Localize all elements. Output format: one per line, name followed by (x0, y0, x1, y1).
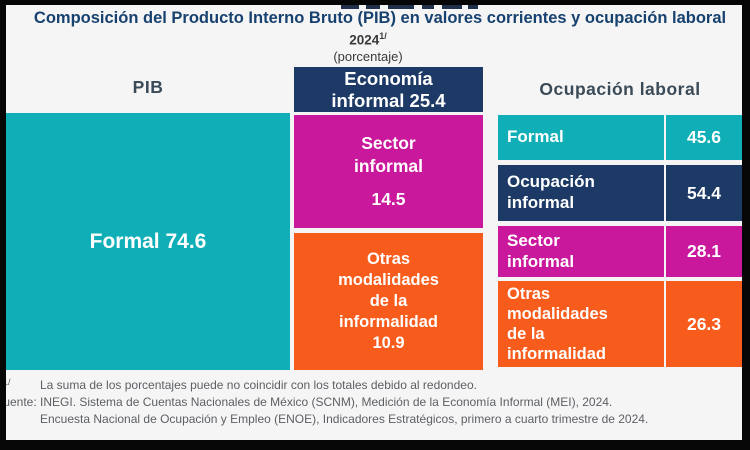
letterbox-right-bar (742, 0, 750, 450)
row-value: 54.4 (686, 182, 722, 203)
year-text: 2024 (349, 32, 380, 48)
table-row-sector-informal: Sector informal 28.1 (498, 226, 742, 277)
letterbox-bottom-bar (0, 440, 750, 450)
letterbox-left-bar (0, 0, 6, 450)
clipped-caption-fragment (468, 4, 478, 9)
footnote-source-line2: Encuesta Nacional de Ocupación y Empleo … (40, 412, 649, 426)
chart-subtitle: 20241/ (porcentaje) (268, 31, 468, 64)
subtitle-unit: (porcentaje) (333, 48, 403, 64)
footnote-superscript: 1/ (379, 31, 387, 41)
letterbox-top-bar (0, 0, 750, 5)
clipped-caption-fragment (366, 4, 380, 9)
row-label: Otras modalidades de la informalidad (498, 281, 666, 367)
footnote-marker: 1/ (3, 377, 11, 387)
row-label: Sector informal (498, 226, 666, 277)
subtitle-year: 20241/ (268, 31, 468, 48)
footnote-rounding: La suma de los porcentajes puede no coin… (40, 378, 477, 392)
segment-label: Sector informal (353, 133, 424, 177)
row-value: 28.1 (686, 241, 722, 261)
clipped-caption-fragment (341, 4, 359, 9)
clipped-caption-fragment (388, 4, 414, 9)
clipped-caption-fragment (442, 4, 462, 9)
table-row-ocupacion-informal: Ocupación informal 54.4 (498, 165, 742, 221)
pib-otras-modalidades-segment: Otras modalidades de la informalidad 10.… (294, 233, 483, 370)
segment-value: 14.5 (371, 188, 406, 209)
pib-economia-informal-segment: Economía informal 25.4 (294, 67, 483, 112)
table-row-otras-modalidades: Otras modalidades de la informalidad 26.… (498, 281, 742, 367)
pib-sector-informal-segment: Sector informal 14.5 (294, 115, 483, 228)
row-value: 26.3 (686, 313, 722, 334)
chart-title: Composición del Producto Interno Bruto (… (33, 9, 727, 27)
row-value: 45.6 (686, 127, 722, 147)
footnote-source-line1: Fuente: INEGI. Sistema de Cuentas Nacion… (0, 395, 613, 409)
ocupacion-panel-header: Ocupación laboral (539, 79, 701, 99)
pib-formal-segment: Formal 74.6 (6, 113, 290, 370)
clipped-caption-fragment (422, 4, 434, 9)
table-row-formal: Formal 45.6 (498, 115, 742, 160)
row-label: Ocupación informal (498, 165, 666, 221)
row-label: Formal (498, 115, 666, 160)
pib-panel-header: PIB (132, 77, 164, 97)
